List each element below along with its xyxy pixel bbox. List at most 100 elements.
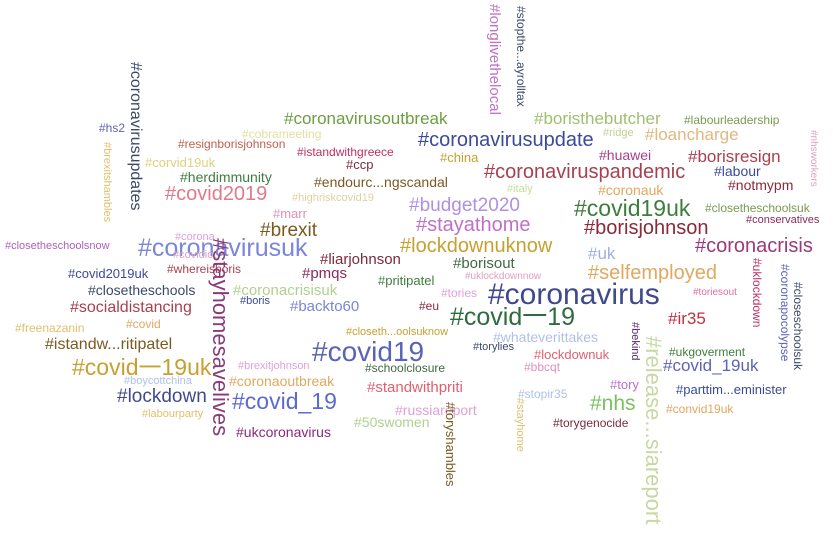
word-corvid19uk: #corvid19uk xyxy=(145,155,216,170)
word-uklockdownnow: #uklockdownnow xyxy=(465,271,542,282)
word-covidiot: #covidiot xyxy=(173,249,217,261)
word-covid19uk: #covid19uk xyxy=(574,195,691,221)
word-covid-19: #covid_19 xyxy=(232,388,337,414)
word-closetheschoolsnow: #closetheschoolsnow xyxy=(5,240,110,252)
word-russiareport: #russiareport xyxy=(395,402,477,418)
word-brexitshambles: #brexitshambles xyxy=(101,142,113,223)
word-tories: #tories xyxy=(441,286,478,300)
word-covid2019uk: #covid2019uk xyxy=(68,266,149,281)
word-stopthepayrolltax: #stopthe...ayrolltax xyxy=(514,6,528,107)
word-nhs: #nhs xyxy=(590,392,636,415)
word-coronavirusupdate: #coronavirusupdate xyxy=(418,129,594,151)
word-ccp: #ccp xyxy=(346,157,374,172)
word-coronavirusoutbreak: #coronavirusoutbreak xyxy=(284,109,448,128)
word-closetheschoolsuk: #closetheschoolsuk xyxy=(705,201,810,215)
word-covid-19uk: #covid_19uk xyxy=(663,356,759,375)
word-loancharge: #loancharge xyxy=(645,125,739,144)
word-stopir35: #stopir35 xyxy=(518,387,568,401)
word-coronaviruspandemic: #coronaviruspandemic xyxy=(484,161,686,183)
word-closethschoolsuknow: #closeth...oolsuknow xyxy=(346,326,449,338)
word-parttimeminister: #parttim...eminister xyxy=(676,382,787,397)
word-coronauk: #coronauk xyxy=(598,182,664,198)
word-borisout: #borisout xyxy=(453,255,515,272)
word-torylies: #torylies xyxy=(473,341,514,353)
word-liarjohnson: #liarjohnson xyxy=(320,251,401,268)
word-huawei: #huawei xyxy=(599,147,652,163)
word-coronacrisisuk: #coronacrisisuk xyxy=(233,282,338,299)
word-boris: #boris xyxy=(240,295,270,307)
word-lockdownuk: #lockdownuk xyxy=(534,347,610,362)
word-stayhome: #stayhome xyxy=(514,398,526,452)
word-labourparty: #labourparty xyxy=(142,408,204,420)
word-italy: #italy xyxy=(507,183,533,195)
word-toryshambles: #toryshambles xyxy=(443,402,458,487)
word-coronavirusuk: #coronavirusuk xyxy=(138,234,308,262)
word-coronavirus: #coronavirus xyxy=(488,278,660,311)
word-coronacrisis: #coronacrisis xyxy=(695,235,813,257)
word-cobrameeting: #cobrameeting xyxy=(242,127,322,141)
word-standwithpriti: #standwithpriti xyxy=(367,379,463,396)
word-ridge: #ridge xyxy=(603,127,634,139)
word-ukgoverment: #ukgoverment xyxy=(669,345,746,359)
word-brexitjohnson: #brexitjohnson xyxy=(238,360,310,372)
word-pmqs: #pmqs xyxy=(302,265,348,282)
word-covid2019: #covid2019 xyxy=(165,183,268,205)
word-endourcongscandal: #endourc...ngscandal xyxy=(314,174,448,190)
word-budget2020: #budget2020 xyxy=(409,195,520,216)
word-covid19: #covid19 xyxy=(312,336,425,367)
word-corona: #corona xyxy=(175,231,215,243)
word-tory: #tory xyxy=(610,377,639,392)
word-labour: #labour xyxy=(714,163,761,179)
word-uk: #uk xyxy=(588,244,616,263)
word-covid: #covid xyxy=(126,317,161,331)
word-50swomen: #50swomen xyxy=(354,414,430,430)
word-boristhebutcher: #boristhebutcher xyxy=(534,109,661,128)
word-boycottchina: #boycottchina xyxy=(124,375,192,387)
word-selfemployed: #selfemployed xyxy=(588,262,717,284)
word-lockdown: #lockdown xyxy=(117,386,207,407)
word-schoolclosure: #schoolclosure xyxy=(365,361,446,375)
word-torygenocide: #torygenocide xyxy=(553,416,629,430)
word-covid-19-dash: #covid一19 xyxy=(450,303,576,331)
word-ukcoronavirus: #ukcoronavirus xyxy=(236,424,331,440)
word-hs2: #hs2 xyxy=(99,121,126,135)
word-china: #china xyxy=(440,150,479,165)
word-borisjohnson: #borisjohnson xyxy=(584,217,709,239)
word-resignborisjohnson: #resignborisjohnson xyxy=(178,137,286,151)
word-whereisboris: #whereisboris xyxy=(167,262,242,276)
word-coronapocolypse: #coronapocolypse xyxy=(778,264,792,362)
word-istandwithgreece: #istandwithgreece xyxy=(297,145,394,159)
word-highriskcovid19: #highriskcovid19 xyxy=(292,192,374,204)
word-bekind: #bekind xyxy=(629,322,641,361)
word-stayhomesavelives: #stayhomesavelives xyxy=(208,238,233,437)
word-covid-19uk-dash: #covid一19uk xyxy=(72,354,212,380)
word-whateverittakes: #whateverittakes xyxy=(493,329,599,345)
word-convid19uk: #convid19uk xyxy=(666,402,734,416)
word-herdimmunity: #herdimmunity xyxy=(180,169,272,185)
word-coronavirusupdates: #coronavirusupdates xyxy=(127,62,144,211)
word-coronaoutbreak: #coronaoutbreak xyxy=(229,373,335,389)
word-brexit: #brexit xyxy=(260,220,318,241)
word-labourleadership: #labourleadership xyxy=(684,113,780,127)
word-closeschoolsuk: #closeschoolsuk xyxy=(791,282,805,371)
word-releasetherussiareport: #release...siareport xyxy=(641,336,666,525)
word-nhsworkers: #nhsworkers xyxy=(808,130,819,187)
word-notmypm: #notmypm xyxy=(728,177,794,193)
word-stayathome: #stayathome xyxy=(416,214,531,236)
word-freenazanin: #freenazanin xyxy=(15,321,85,335)
word-toriesout: #toriesout xyxy=(693,287,737,298)
word-socialdistancing: #socialdistancing xyxy=(70,299,192,316)
word-uklockdown: #uklockdown xyxy=(750,258,764,328)
word-marr: #marr xyxy=(273,206,307,221)
word-longlivethelocal: #longlivethelocal xyxy=(486,4,503,115)
word-lockdownuknow: #lockdownuknow xyxy=(400,235,553,257)
word-backto60: #backto60 xyxy=(290,298,360,315)
word-istandwithpriti: #istandw...ritipatel xyxy=(45,336,173,353)
word-pritipatel: #pritipatel xyxy=(378,273,435,288)
word-bbcqt: #bbcqt xyxy=(524,360,561,374)
word-ir35: #ir35 xyxy=(668,309,706,328)
word-closetheschools: #closetheschools xyxy=(88,282,196,298)
word-borisresign: #borisresign xyxy=(688,147,781,166)
word-conservatives: #conservatives xyxy=(746,214,820,226)
